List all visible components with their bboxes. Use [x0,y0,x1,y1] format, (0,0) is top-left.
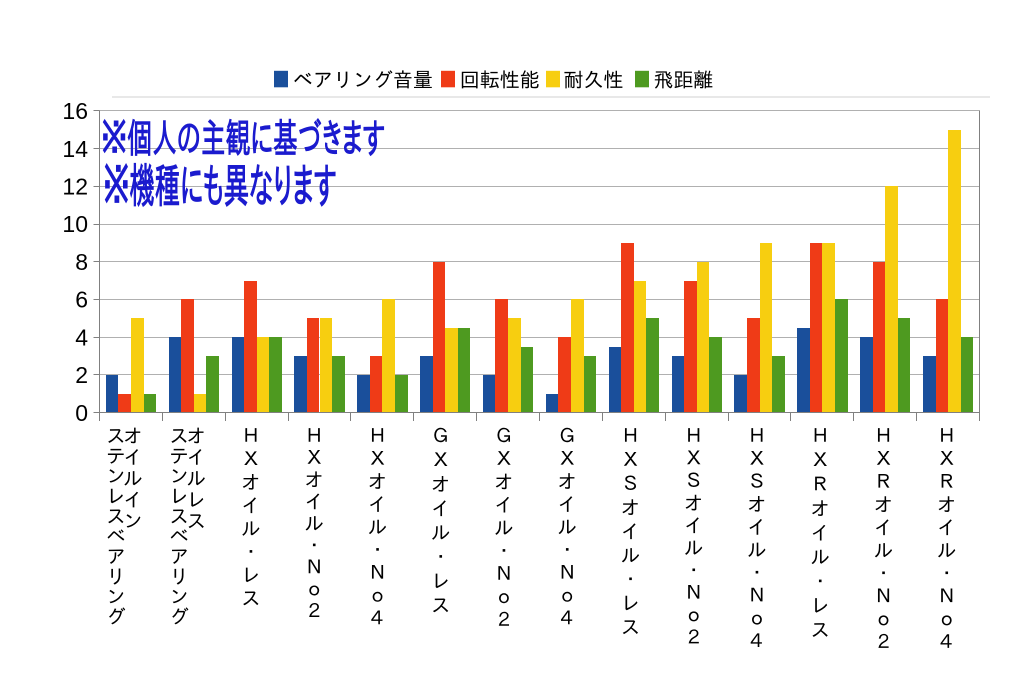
svg-text:8: 8 [75,249,88,275]
svg-text:4: 4 [75,324,88,350]
svg-text:14: 14 [62,136,88,162]
svg-text:6: 6 [75,287,88,313]
svg-text:16: 16 [62,98,88,124]
svg-text:0: 0 [75,400,88,426]
svg-text:10: 10 [62,211,88,237]
svg-text:2: 2 [75,362,88,388]
svg-text:12: 12 [62,174,88,200]
